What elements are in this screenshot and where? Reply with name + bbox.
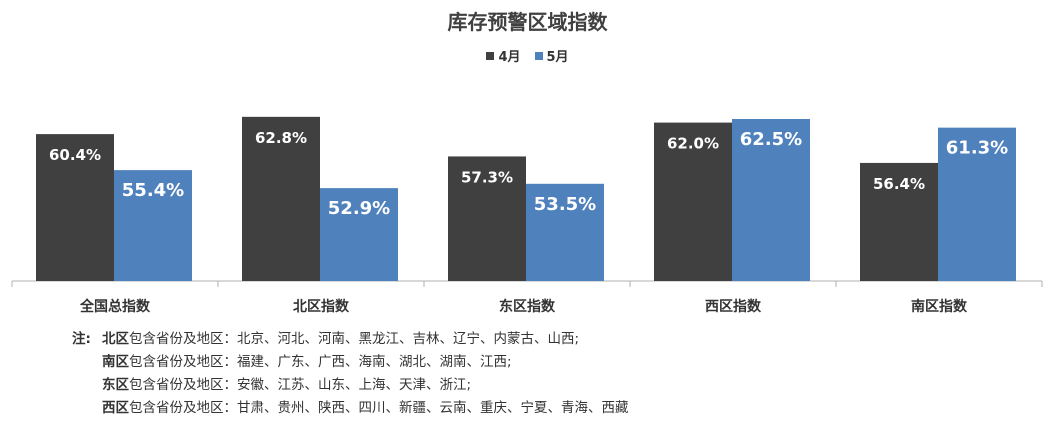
bar-may [114,170,192,281]
bar-april [448,156,526,281]
bar-april [654,122,732,281]
data-label: 56.4% [873,175,925,193]
bar-april [242,116,320,281]
note-region: 西区 [102,400,129,416]
legend-item-may: 5月 [534,46,569,65]
legend-label-april: 4月 [498,50,521,65]
bar-april [36,134,114,281]
x-tick-label: 南区指数 [911,298,968,315]
bar-chart: 60.4% 55.4% 全国总指数 62.8% 52.9% 北区指数 57.3% 53.5% 东… [11,116,1043,315]
data-label: 62.5% [740,129,802,150]
note-line-east: 东区包含省份及地区：安徽、江苏、山东、上海、天津、浙江; [72,374,629,397]
notes: 注: 北区包含省份及地区：北京、河北、河南、黑龙江、吉林、辽宁、内蒙古、山西; 南… [72,328,629,420]
note-line-south: 南区包含省份及地区：福建、广东、广西、海南、湖北、湖南、江西; [72,351,629,374]
data-label: 57.3% [461,168,513,186]
note-text: 包含省份及地区：甘肃、贵州、陕西、四川、新疆、云南、重庆、宁夏、青海、西藏 [129,400,629,416]
data-label: 61.3% [946,138,1008,159]
bar-may [526,183,604,281]
bar-may [938,127,1016,281]
x-tick-label: 西区指数 [705,298,762,315]
x-tick-label: 全国总指数 [79,298,151,315]
note-text: 包含省份及地区：北京、河北、河南、黑龙江、吉林、辽宁、内蒙古、山西; [129,331,580,347]
data-label: 53.5% [534,194,596,215]
note-region: 东区 [102,377,129,393]
data-label: 55.4% [122,180,184,201]
legend-swatch-april [486,51,495,60]
legend-item-april: 4月 [486,46,521,65]
note-line-west: 西区包含省份及地区：甘肃、贵州、陕西、四川、新疆、云南、重庆、宁夏、青海、西藏 [72,397,629,420]
note-region: 北区 [102,331,129,347]
bar-april [860,162,938,281]
data-label: 62.0% [667,135,719,153]
data-label: 52.9% [328,198,390,219]
x-tick-label: 东区指数 [499,298,556,315]
chart-title: 库存预警区域指数 [447,10,608,34]
data-label: 60.4% [49,146,101,164]
legend-swatch-may [534,51,543,60]
legend-label-may: 5月 [546,50,569,65]
note-line-north: 注: 北区包含省份及地区：北京、河北、河南、黑龙江、吉林、辽宁、内蒙古、山西; [72,328,629,351]
note-region: 南区 [102,354,129,370]
note-text: 包含省份及地区：福建、广东、广西、海南、湖北、湖南、江西; [129,354,512,370]
bar-may [320,188,398,281]
x-tick-label: 北区指数 [293,298,350,315]
data-label: 62.8% [255,129,307,147]
note-text: 包含省份及地区：安徽、江苏、山东、上海、天津、浙江; [129,377,472,393]
note-prefix: 注: [72,331,91,347]
bar-may [732,119,810,281]
legend: 4月 5月 [0,46,1055,65]
